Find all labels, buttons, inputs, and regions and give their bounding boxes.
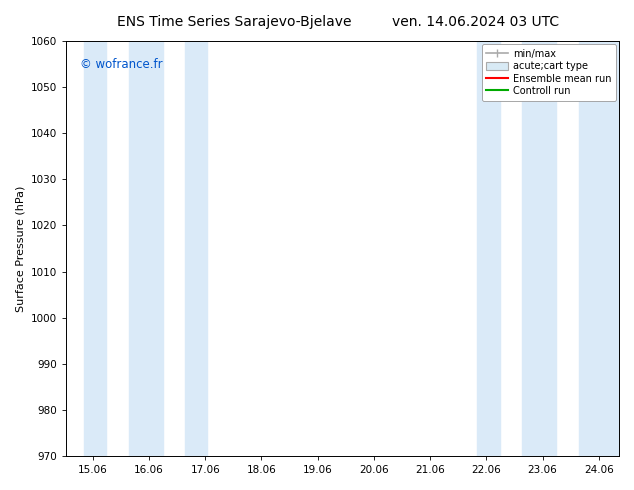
Text: ENS Time Series Sarajevo-Bjelave: ENS Time Series Sarajevo-Bjelave (117, 15, 352, 29)
Bar (84, 41, 107, 456)
Bar (185, 41, 207, 456)
Text: ven. 14.06.2024 03 UTC: ven. 14.06.2024 03 UTC (392, 15, 559, 29)
Bar (477, 41, 500, 456)
Bar (578, 41, 619, 456)
Text: © wofrance.fr: © wofrance.fr (80, 58, 162, 71)
Bar (522, 41, 556, 456)
Legend: min/max, acute;cart type, Ensemble mean run, Controll run: min/max, acute;cart type, Ensemble mean … (482, 44, 616, 101)
Y-axis label: Surface Pressure (hPa): Surface Pressure (hPa) (15, 185, 25, 312)
Bar (129, 41, 162, 456)
